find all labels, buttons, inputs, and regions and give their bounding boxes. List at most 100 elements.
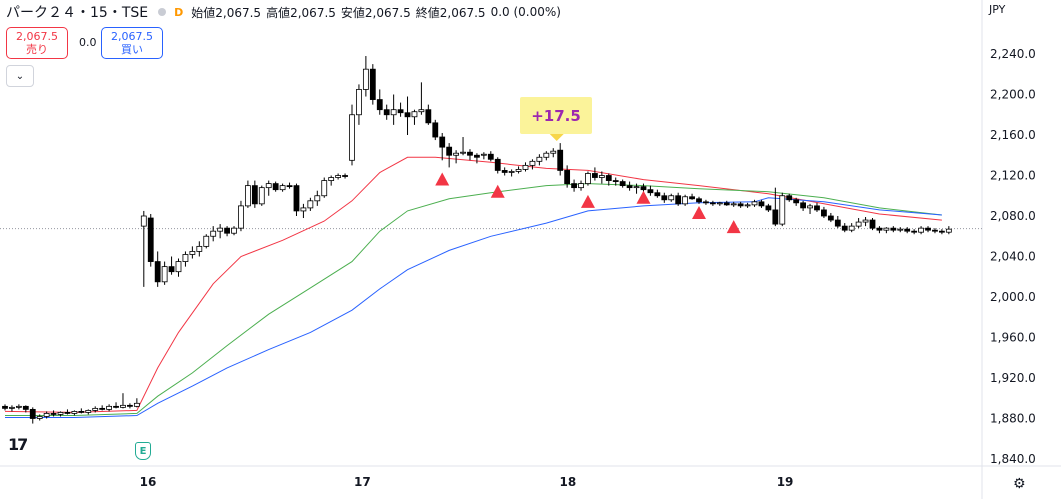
candle-body <box>557 149 564 171</box>
candle-body <box>689 196 695 200</box>
candle-body <box>376 99 383 111</box>
sell-price: 2,067.5 <box>16 30 58 43</box>
candle-body <box>834 219 841 227</box>
candle-body <box>501 170 508 173</box>
ohlc-open-label: 始値 <box>191 5 216 20</box>
candle-body <box>529 160 536 166</box>
candle-body <box>15 405 22 408</box>
candle-body <box>9 406 15 409</box>
sell-label: 売り <box>26 43 48 56</box>
candle-body <box>494 158 501 171</box>
spread-value: 0.0 <box>79 36 97 49</box>
candle-body <box>189 251 196 255</box>
candle-body <box>543 152 550 158</box>
candle-body <box>807 205 813 209</box>
candle-body <box>22 405 29 410</box>
moving-average-line <box>5 183 942 416</box>
time-tick-label: 19 <box>777 475 794 489</box>
buy-label: 買い <box>121 43 143 56</box>
symbol-name[interactable]: パーク２４・15・TSE <box>6 5 149 21</box>
tradingview-logo-icon[interactable]: 17 <box>8 435 28 454</box>
gear-icon[interactable]: ⚙ <box>1013 476 1026 492</box>
candle-body <box>779 195 786 225</box>
candle-body <box>50 413 57 415</box>
candle-body <box>258 187 265 205</box>
ohlc-high-value: 2,067.5 <box>290 5 336 20</box>
candle-body <box>349 114 355 161</box>
signal-marker <box>580 194 595 208</box>
collapse-button[interactable]: ⌄ <box>6 65 34 87</box>
candle-body <box>265 183 272 189</box>
candle-body <box>550 150 557 154</box>
candle-body <box>890 227 897 231</box>
candle-body <box>786 195 793 201</box>
price-tick-label: 1,920.0 <box>990 371 1036 385</box>
candle-body <box>633 186 640 189</box>
candle-body <box>675 195 682 205</box>
signal-marker <box>692 205 706 219</box>
candle-body <box>113 405 119 408</box>
candle-body <box>321 180 328 197</box>
buy-button[interactable]: 2,067.5 買い <box>101 27 163 59</box>
candle-body <box>127 404 133 407</box>
candle-body <box>758 201 765 207</box>
ohlc-open-value: 2,067.5 <box>215 5 262 20</box>
candle-body <box>939 230 945 233</box>
candle-body <box>432 122 439 138</box>
price-change: 0.0 (0.00%) <box>490 5 561 19</box>
currency-label[interactable]: JPY <box>989 3 1006 16</box>
candle-body <box>71 411 78 414</box>
candle-body <box>841 225 848 231</box>
candle-body <box>279 185 286 191</box>
candle-body <box>585 173 591 185</box>
candle-body <box>682 196 689 205</box>
candle-body <box>480 153 487 156</box>
candle-body <box>231 227 237 234</box>
candle-body <box>647 189 654 194</box>
candle-body <box>869 219 876 229</box>
candle-body <box>203 235 210 247</box>
candle-body <box>640 186 647 191</box>
sell-button[interactable]: 2,067.5 売り <box>6 27 68 59</box>
annotation-pointer <box>549 134 564 141</box>
time-tick-label: 17 <box>354 475 371 489</box>
candle-body <box>293 185 300 212</box>
time-tick-label: 16 <box>140 475 157 489</box>
market-status-dot <box>158 8 167 16</box>
candle-body <box>668 195 675 201</box>
price-tick-label: 2,240.0 <box>990 47 1036 61</box>
candle-body <box>140 215 147 227</box>
candle-body <box>751 201 758 206</box>
candle-body <box>57 412 64 415</box>
signal-marker <box>490 184 505 198</box>
candle-body <box>904 228 911 232</box>
ohlc-low-label: 安値 <box>340 5 365 20</box>
candle-body <box>154 261 161 283</box>
candle-body <box>300 207 307 212</box>
candle-body <box>390 109 397 116</box>
candle-body <box>425 109 432 124</box>
price-tick-label: 1,880.0 <box>990 412 1036 426</box>
price-tick-label: 1,840.0 <box>990 452 1036 466</box>
candle-body <box>383 109 390 116</box>
earnings-e-icon[interactable]: E <box>135 442 151 460</box>
candle-body <box>369 68 376 100</box>
buy-price: 2,067.5 <box>111 30 153 43</box>
candle-body <box>716 202 723 205</box>
candle-body <box>897 228 904 231</box>
candle-body <box>730 203 737 206</box>
candle-body <box>487 153 494 160</box>
price-tick-label: 1,960.0 <box>990 331 1036 345</box>
candle-body <box>92 407 99 411</box>
candle-body <box>744 204 751 207</box>
candle-body <box>210 230 217 237</box>
candle-body <box>592 173 598 178</box>
candle-body <box>508 171 515 173</box>
candle-body <box>356 89 362 116</box>
candle-body <box>862 219 869 223</box>
candle-body <box>29 408 36 419</box>
candle-body <box>696 198 702 203</box>
candle-body <box>883 227 890 231</box>
ohlc-high: 高値2,067.5 <box>266 4 336 21</box>
